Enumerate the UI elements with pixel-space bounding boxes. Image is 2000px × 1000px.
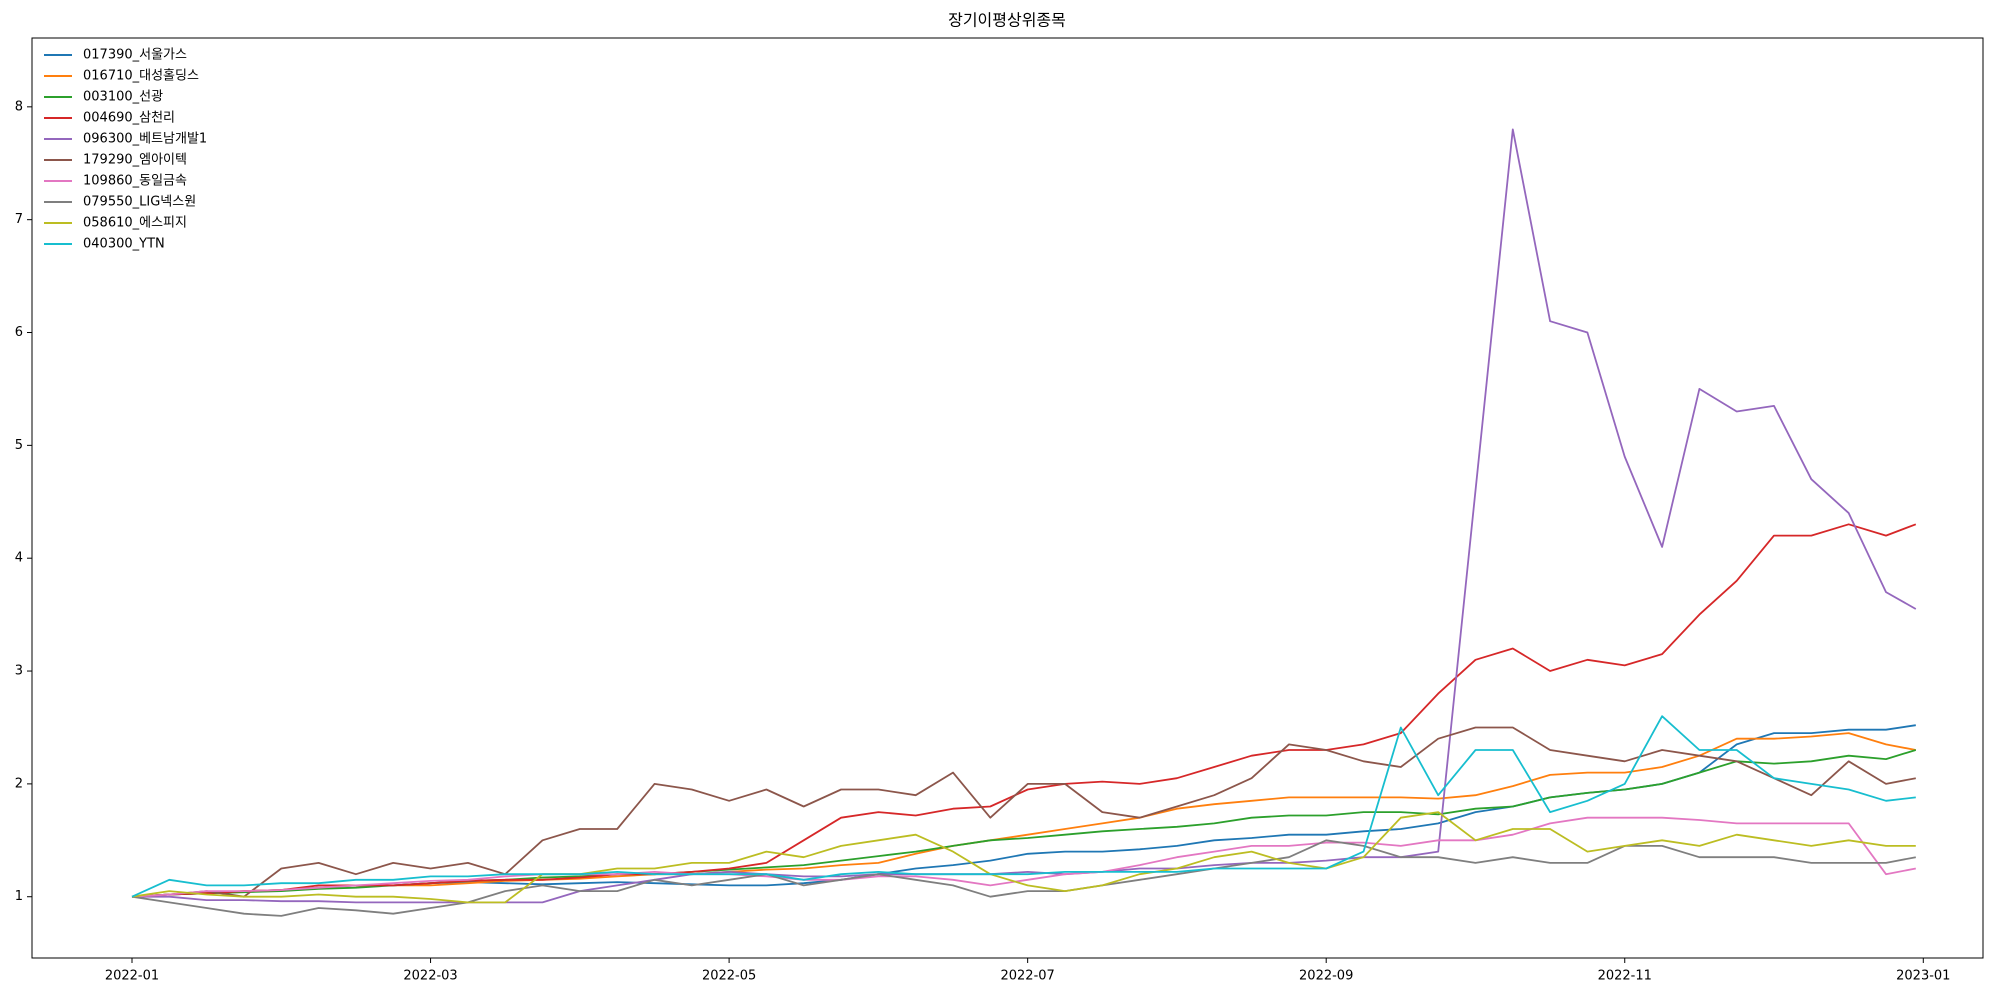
x-tick-label: 2022-11 <box>1598 969 1652 984</box>
y-tick-label: 5 <box>15 438 23 453</box>
plot-frame <box>31 37 1984 959</box>
y-tick-label: 1 <box>15 889 23 904</box>
series-line <box>131 724 1916 898</box>
series-line <box>131 726 1916 898</box>
x-tick-label: 2022-09 <box>1299 969 1353 984</box>
legend-label: 016710_대성홀딩스 <box>83 69 199 84</box>
legend-label: 109860_동일금속 <box>83 174 187 189</box>
series-line <box>131 839 1916 917</box>
series-line <box>132 128 1917 904</box>
legend-label: 004690_삼천리 <box>83 111 175 126</box>
legend-label: 058610_에스피지 <box>83 216 187 231</box>
x-tick-label: 2022-03 <box>403 969 457 984</box>
legend-label: 040300_YTN <box>83 237 165 252</box>
y-tick-label: 2 <box>15 776 23 791</box>
legend-label: 079550_LIG넥스원 <box>83 195 196 210</box>
y-tick-label: 3 <box>15 664 23 679</box>
x-tick-label: 2022-07 <box>1000 969 1054 984</box>
y-tick-label: 4 <box>15 551 23 566</box>
series-line <box>131 715 1916 898</box>
x-tick-label: 2022-01 <box>105 969 159 984</box>
legend-label: 096300_베트남개발1 <box>83 132 207 147</box>
legend-label: 003100_선광 <box>83 90 163 105</box>
series-line <box>131 816 1916 898</box>
y-tick-label: 7 <box>15 212 23 227</box>
chart-title: 장기이평상위종목 <box>948 11 1066 30</box>
series-line <box>131 732 1916 898</box>
series-line <box>131 811 1916 904</box>
y-tick-label: 6 <box>15 325 23 340</box>
x-tick-label: 2023-01 <box>1896 969 1950 984</box>
x-tick-label: 2022-05 <box>702 969 756 984</box>
series-line <box>131 523 1917 898</box>
legend-label: 017390_서울가스 <box>83 48 187 63</box>
y-tick-label: 8 <box>15 99 23 114</box>
legend-label: 179290_엠아이텍 <box>83 153 187 168</box>
